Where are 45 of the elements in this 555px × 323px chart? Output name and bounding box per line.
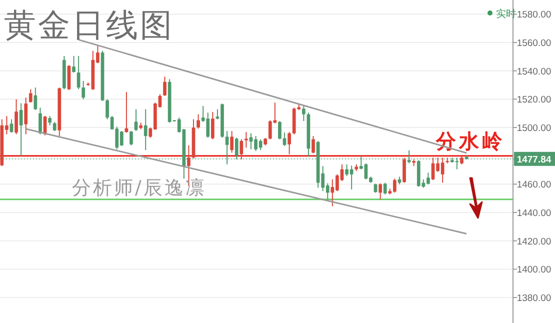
y-tick-label: 1477.84 xyxy=(516,154,552,166)
annotation: 分析师/辰逸凛 xyxy=(72,177,206,199)
candlestick xyxy=(302,105,306,122)
candlestick xyxy=(82,80,86,100)
chart-title: 黄金日线图 xyxy=(4,6,174,44)
y-tick-label: 1420.00 xyxy=(516,236,552,248)
candlestick xyxy=(130,130,133,146)
y-tick-label: 1400.00 xyxy=(516,264,552,276)
candlestick xyxy=(278,120,282,140)
candlestick xyxy=(144,108,148,151)
candlestick xyxy=(72,55,76,74)
y-tick-label: 1460.00 xyxy=(516,180,552,191)
candlestick xyxy=(210,111,214,140)
candlestick xyxy=(28,88,32,104)
candlestick xyxy=(38,107,42,135)
candlestick xyxy=(48,116,52,126)
y-tick-label: 1440.00 xyxy=(516,208,552,219)
candlestick xyxy=(288,132,291,155)
candlestick xyxy=(234,137,238,160)
candlestick xyxy=(24,97,28,135)
legend: 实时 xyxy=(488,9,516,20)
candlestick xyxy=(163,76,166,96)
candlestick xyxy=(230,130,234,154)
candlestick xyxy=(52,121,56,132)
ref-line-label: 分水岭 xyxy=(435,128,505,153)
candlestick xyxy=(402,157,406,184)
candlestick xyxy=(67,64,71,90)
candlestick xyxy=(312,136,315,154)
candlestick xyxy=(19,102,23,156)
candlestick xyxy=(134,108,138,132)
candlestick xyxy=(14,98,18,135)
candlestick xyxy=(76,55,80,90)
candlestick xyxy=(225,130,229,165)
y-tick-label: 1380.00 xyxy=(516,293,552,304)
y-tick-label: 1540.00 xyxy=(516,66,552,78)
candlestick xyxy=(244,132,248,148)
candlestick xyxy=(383,182,387,195)
y-tick-label: 1560.00 xyxy=(516,38,552,49)
candlestick xyxy=(240,138,244,160)
y-tick-label: 1520.00 xyxy=(516,94,552,106)
candlestick xyxy=(196,114,200,130)
candlestick xyxy=(378,182,382,200)
y-tick-label: 1500.00 xyxy=(516,123,552,134)
candlestick xyxy=(10,118,14,134)
y-tick-label: 1580.00 xyxy=(516,10,552,21)
